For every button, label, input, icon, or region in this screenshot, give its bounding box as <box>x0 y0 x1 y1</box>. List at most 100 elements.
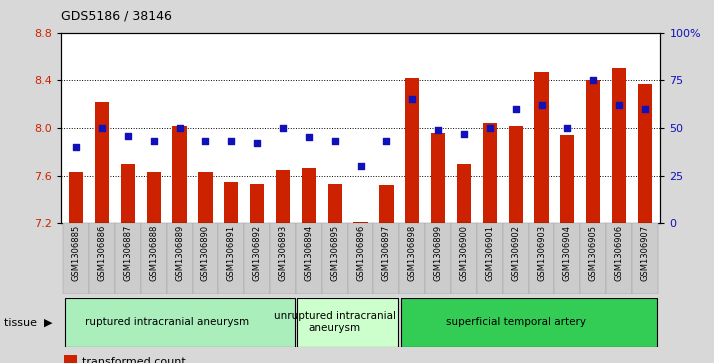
Bar <box>193 223 218 294</box>
Bar <box>373 223 399 294</box>
Bar <box>95 102 109 223</box>
Bar <box>457 164 471 223</box>
Point <box>226 138 237 144</box>
Point <box>355 163 366 169</box>
Bar <box>632 223 658 294</box>
Point <box>174 125 186 131</box>
Text: GSM1306899: GSM1306899 <box>433 225 443 281</box>
Text: GSM1306891: GSM1306891 <box>227 225 236 281</box>
Text: ruptured intracranial aneurysm: ruptured intracranial aneurysm <box>85 317 248 327</box>
Bar <box>166 223 193 294</box>
Point <box>303 135 315 140</box>
Point <box>458 131 470 136</box>
Point <box>148 138 159 144</box>
Bar <box>508 126 523 223</box>
Bar <box>405 78 419 223</box>
Bar <box>198 172 213 223</box>
Text: transformed count: transformed count <box>81 357 186 363</box>
Bar <box>399 223 426 294</box>
Text: GSM1306895: GSM1306895 <box>330 225 339 281</box>
Bar <box>638 84 652 223</box>
Bar <box>606 223 632 294</box>
Text: unruptured intracranial
aneurysm: unruptured intracranial aneurysm <box>273 311 396 333</box>
Bar <box>173 126 187 223</box>
Bar <box>276 170 290 223</box>
Bar <box>431 133 446 223</box>
Bar <box>580 223 606 294</box>
Text: GSM1306892: GSM1306892 <box>253 225 261 281</box>
Point <box>433 127 444 133</box>
Bar <box>612 68 626 223</box>
Point <box>510 106 521 112</box>
Text: GSM1306885: GSM1306885 <box>71 225 81 281</box>
Point <box>277 125 288 131</box>
Point <box>122 132 134 138</box>
Text: GSM1306906: GSM1306906 <box>615 225 623 281</box>
Point <box>251 140 263 146</box>
Point <box>71 144 82 150</box>
Bar <box>503 223 528 294</box>
Text: superficial temporal artery: superficial temporal artery <box>446 317 585 327</box>
Text: GSM1306901: GSM1306901 <box>486 225 494 281</box>
Point <box>200 138 211 144</box>
Bar <box>322 223 348 294</box>
Point <box>562 125 573 131</box>
FancyBboxPatch shape <box>64 298 295 347</box>
Bar <box>555 223 580 294</box>
Text: GSM1306887: GSM1306887 <box>124 225 132 281</box>
Bar <box>477 223 503 294</box>
Text: GSM1306886: GSM1306886 <box>98 225 106 281</box>
Bar <box>218 223 244 294</box>
Bar <box>586 80 600 223</box>
Text: GSM1306896: GSM1306896 <box>356 225 365 281</box>
Bar <box>348 223 373 294</box>
Text: GSM1306888: GSM1306888 <box>149 225 159 281</box>
Text: GSM1306893: GSM1306893 <box>278 225 288 281</box>
Text: GSM1306907: GSM1306907 <box>640 225 650 281</box>
Bar <box>244 223 270 294</box>
Point <box>329 138 341 144</box>
Point <box>381 138 392 144</box>
FancyBboxPatch shape <box>297 298 398 347</box>
Text: GSM1306890: GSM1306890 <box>201 225 210 281</box>
Text: GDS5186 / 38146: GDS5186 / 38146 <box>61 9 171 22</box>
Text: GSM1306904: GSM1306904 <box>563 225 572 281</box>
Bar <box>146 172 161 223</box>
Text: tissue  ▶: tissue ▶ <box>4 318 52 328</box>
Bar <box>64 223 89 294</box>
Bar <box>141 223 166 294</box>
Text: GSM1306905: GSM1306905 <box>589 225 598 281</box>
Bar <box>224 182 238 223</box>
Text: GSM1306903: GSM1306903 <box>537 225 546 281</box>
Bar <box>560 135 575 223</box>
FancyBboxPatch shape <box>401 298 657 347</box>
Text: GSM1306889: GSM1306889 <box>175 225 184 281</box>
Bar <box>89 223 115 294</box>
Text: GSM1306894: GSM1306894 <box>304 225 313 281</box>
Point <box>588 77 599 83</box>
Text: GSM1306897: GSM1306897 <box>382 225 391 281</box>
Bar <box>451 223 477 294</box>
Point <box>484 125 496 131</box>
Text: GSM1306900: GSM1306900 <box>460 225 468 281</box>
Bar <box>296 223 322 294</box>
Text: GSM1306902: GSM1306902 <box>511 225 521 281</box>
Bar <box>353 222 368 223</box>
Point <box>639 106 650 112</box>
Point <box>613 102 625 108</box>
Bar <box>534 72 548 223</box>
Bar <box>426 223 451 294</box>
Bar <box>302 168 316 223</box>
Bar <box>121 164 135 223</box>
Bar <box>328 184 342 223</box>
Bar <box>115 223 141 294</box>
Bar <box>69 172 84 223</box>
Bar <box>250 184 264 223</box>
Text: GSM1306898: GSM1306898 <box>408 225 417 281</box>
Bar <box>528 223 555 294</box>
Bar <box>64 355 77 363</box>
Point <box>96 125 108 131</box>
Point <box>536 102 547 108</box>
Bar <box>483 123 497 223</box>
Bar <box>379 185 393 223</box>
